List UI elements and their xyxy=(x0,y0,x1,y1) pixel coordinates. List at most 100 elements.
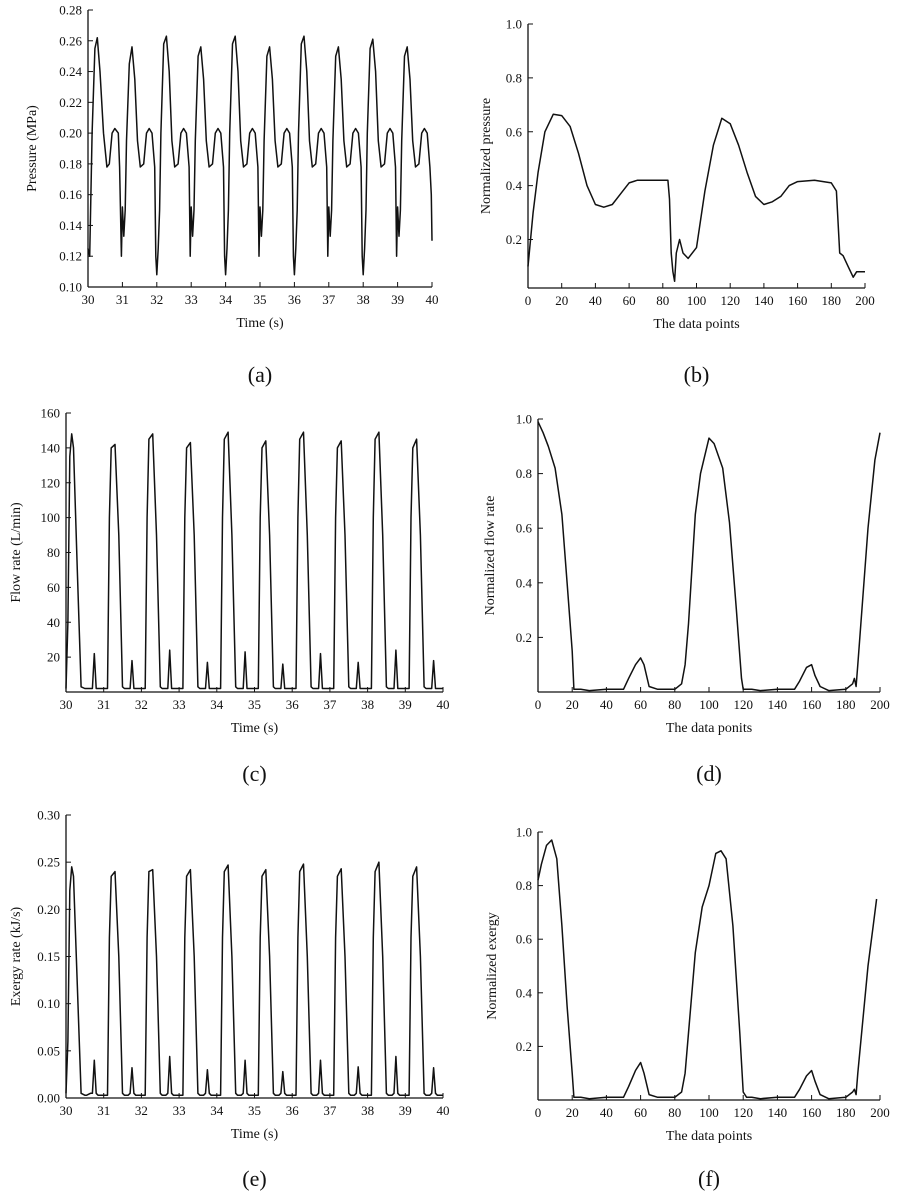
y-axis-label: Normalized pressure xyxy=(479,98,494,214)
x-axis-label: Time (s) xyxy=(236,316,284,331)
y-tick-label: 0.22 xyxy=(59,95,82,110)
x-tick-label: 180 xyxy=(836,697,856,712)
panel-label: (f) xyxy=(698,1166,720,1191)
x-tick-label: 36 xyxy=(286,697,300,712)
x-tick-label: 140 xyxy=(754,293,774,308)
y-tick-label: 1.0 xyxy=(516,825,532,840)
x-tick-label: 0 xyxy=(525,293,532,308)
y-tick-label: 0.24 xyxy=(59,64,82,79)
x-tick-label: 20 xyxy=(555,293,568,308)
chart-panel-e: 30 31 32 33 34 35 36 37 38 39 40 0.00 0.05 0.10 0.15 0.… xyxy=(9,808,450,1192)
y-axis-label: Normalized exergy xyxy=(485,912,500,1019)
x-tick-label: 39 xyxy=(399,697,412,712)
y-tick-label: 0.8 xyxy=(506,70,522,85)
x-tick-label: 60 xyxy=(634,1105,647,1120)
x-tick-label: 140 xyxy=(768,697,788,712)
y-tick-label: 0.2 xyxy=(516,630,532,645)
series-line-f xyxy=(537,839,878,1100)
y-tick-label: 0.15 xyxy=(37,949,60,964)
y-tick-label: 0.6 xyxy=(506,124,523,139)
y-tick-label: 20 xyxy=(47,650,60,665)
x-axis-label: Time (s) xyxy=(231,1127,279,1142)
x-tick-label: 40 xyxy=(589,293,602,308)
x-tick-label: 38 xyxy=(361,697,374,712)
x-tick-label: 40 xyxy=(600,1105,613,1120)
chart-panel-c: 30 31 32 33 34 35 36 37 38 39 40 20 40 60 80 100 120 140 1… xyxy=(9,406,450,787)
series-line-e xyxy=(65,861,443,1096)
y-tick-label: 0.4 xyxy=(516,985,533,1000)
y-tick-label: 0.05 xyxy=(37,1043,60,1058)
x-tick-label: 180 xyxy=(822,293,842,308)
series-line-b xyxy=(527,113,865,283)
x-tick-label: 160 xyxy=(802,1105,822,1120)
x-tick-label: 38 xyxy=(357,292,370,307)
x-tick-label: 100 xyxy=(699,697,719,712)
y-tick-label: 1.0 xyxy=(516,412,532,427)
x-tick-label: 40 xyxy=(437,697,450,712)
x-axis-label: The data points xyxy=(666,1129,752,1144)
y-tick-label: 0.2 xyxy=(516,1039,532,1054)
x-tick-label: 80 xyxy=(656,293,669,308)
x-tick-label: 120 xyxy=(720,293,740,308)
y-tick-label: 0.4 xyxy=(516,575,533,590)
x-tick-label: 160 xyxy=(802,697,822,712)
y-tick-label: 0.18 xyxy=(59,156,82,171)
chart-panel-f: 0 20 40 60 80 100 120 140 160 180 200 0.2 0.4 0.6 0.8 1… xyxy=(485,825,890,1192)
y-tick-label: 160 xyxy=(41,406,61,421)
y-tick-label: 100 xyxy=(41,510,61,525)
x-tick-label: 40 xyxy=(426,292,439,307)
x-tick-label: 33 xyxy=(185,292,198,307)
y-tick-label: 0.26 xyxy=(59,33,82,48)
x-tick-label: 34 xyxy=(219,292,233,307)
x-tick-label: 38 xyxy=(361,1103,374,1118)
y-tick-label: 0.20 xyxy=(59,126,82,141)
panel-label: (a) xyxy=(248,362,272,387)
x-tick-label: 34 xyxy=(210,1103,224,1118)
x-tick-label: 30 xyxy=(60,1103,73,1118)
x-tick-label: 31 xyxy=(97,1103,110,1118)
y-tick-label: 0.2 xyxy=(506,232,522,247)
x-tick-label: 34 xyxy=(210,697,224,712)
x-tick-label: 20 xyxy=(566,697,579,712)
y-axis-label: Pressure (MPa) xyxy=(25,105,40,192)
y-tick-label: 0.28 xyxy=(59,3,82,18)
chart-panel-a: 30 31 32 33 34 35 36 37 38 39 40 0.10 0.12 0.14 0.16 0.… xyxy=(25,3,439,388)
panel-label: (e) xyxy=(242,1166,266,1191)
x-tick-label: 32 xyxy=(135,697,148,712)
x-tick-label: 39 xyxy=(399,1103,412,1118)
y-tick-label: 40 xyxy=(47,615,60,630)
y-tick-label: 0.14 xyxy=(59,218,82,233)
x-tick-label: 31 xyxy=(116,292,129,307)
x-tick-label: 40 xyxy=(437,1103,450,1118)
x-tick-label: 37 xyxy=(323,697,337,712)
x-tick-label: 160 xyxy=(788,293,808,308)
x-tick-label: 35 xyxy=(248,1103,261,1118)
x-axis-label: The data ponits xyxy=(666,721,752,736)
x-axis-label: The data points xyxy=(653,317,739,332)
x-axis-label: Time (s) xyxy=(231,721,279,736)
x-tick-label: 30 xyxy=(60,697,73,712)
x-tick-label: 40 xyxy=(600,697,613,712)
x-tick-label: 120 xyxy=(733,1105,753,1120)
y-tick-label: 0.8 xyxy=(516,466,532,481)
x-tick-label: 140 xyxy=(768,1105,788,1120)
x-tick-label: 32 xyxy=(150,292,163,307)
y-tick-label: 0.8 xyxy=(516,878,532,893)
y-axis-label: Flow rate (L/min) xyxy=(9,502,24,603)
series-line-d xyxy=(537,421,881,692)
y-tick-label: 0.25 xyxy=(37,855,60,870)
y-tick-label: 0.10 xyxy=(59,280,82,295)
panel-label: (b) xyxy=(684,362,710,387)
x-tick-label: 33 xyxy=(173,1103,186,1118)
x-tick-label: 36 xyxy=(288,292,302,307)
panel-label: (d) xyxy=(696,761,722,786)
y-tick-label: 0.12 xyxy=(59,249,82,264)
y-tick-label: 0.16 xyxy=(59,187,82,202)
x-tick-label: 100 xyxy=(687,293,707,308)
x-tick-label: 80 xyxy=(668,1105,681,1120)
y-tick-label: 0.00 xyxy=(37,1091,60,1106)
y-axis-label: Normalized flow rate xyxy=(483,496,498,616)
y-tick-label: 80 xyxy=(47,545,60,560)
y-tick-label: 0.10 xyxy=(37,996,60,1011)
x-tick-label: 32 xyxy=(135,1103,148,1118)
